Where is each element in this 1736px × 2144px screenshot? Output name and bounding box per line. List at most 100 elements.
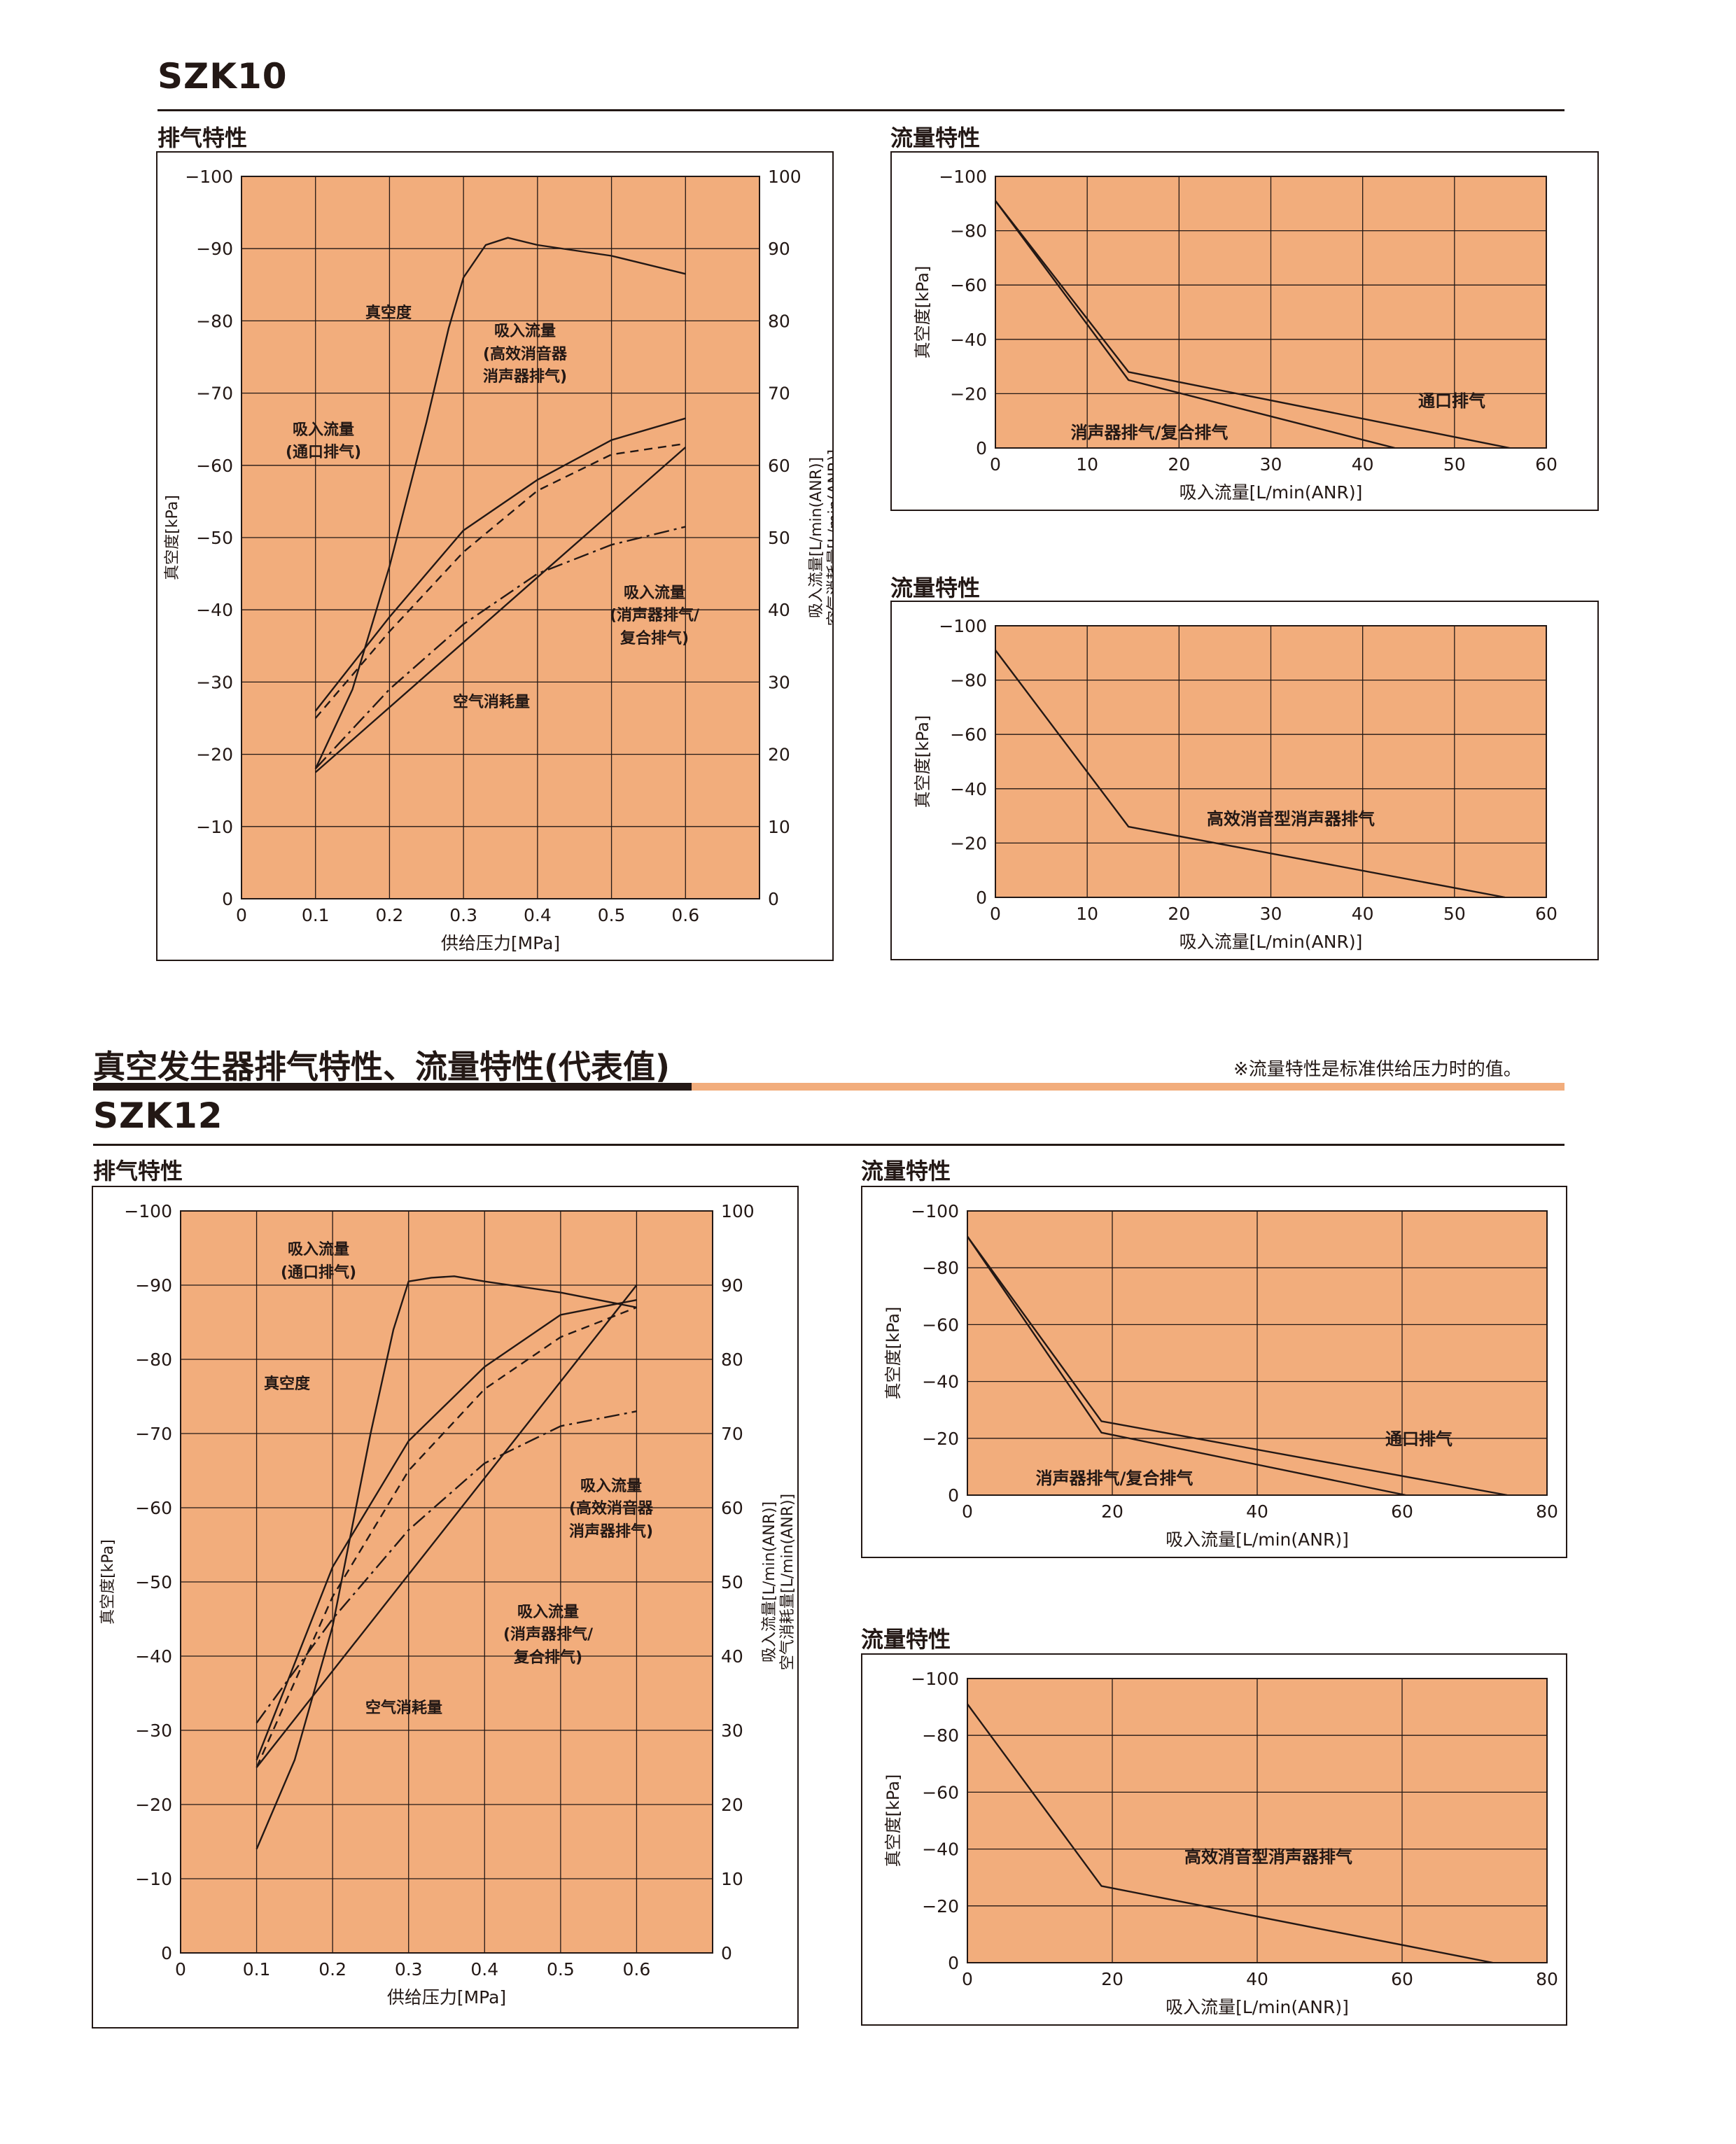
x-tick-label: 0.5 [598, 905, 626, 925]
y-right-tick-label: 30 [721, 1721, 743, 1741]
series-line [314, 526, 686, 770]
section-title: 真空发生器排气特性、流量特性(代表值) [93, 1048, 671, 1086]
y-axis-title: 真空度[kPa] [913, 715, 932, 808]
annotation-label: 空气消耗量 [453, 693, 530, 711]
x-tick-label: 20 [1101, 1501, 1124, 1522]
x-tick-label: 20 [1168, 454, 1190, 475]
annotation-label: 吸入流量 [517, 1603, 579, 1621]
y-right-tick-label: 60 [768, 456, 790, 476]
y-tick-label: −40 [922, 1372, 959, 1392]
x-tick-label: 10 [1076, 904, 1098, 924]
y-tick-label: 0 [948, 1485, 959, 1506]
x-axis-title: 吸入流量[L/min(ANR)] [1166, 1997, 1349, 2017]
annotation-label: 通口排气 [1418, 391, 1485, 411]
y-tick-label: −60 [922, 1782, 959, 1802]
y-right-tick-label: 40 [768, 600, 790, 620]
annotation-label: 吸入流量 [580, 1477, 642, 1495]
szk10-flow-chart-b: 0 10 20 30 40 50 60 0 −20 −40 −60 −80 −100 吸入流量[L/min… [890, 601, 1599, 960]
y-right-axis-title: 吸入流量[L/min(ANR)] [761, 1501, 778, 1662]
x-axis-title: 吸入流量[L/min(ANR)] [1180, 932, 1363, 952]
y-tick-label: −40 [135, 1646, 172, 1667]
series-line [995, 200, 1395, 449]
szk10-exhaust-chart: 0 0.1 0.2 0.3 0.4 0.5 0.6 0 −10 −20 −30 −40 −50 −60 −7… [156, 151, 834, 961]
szk12-flow-chart-a: 0 20 40 60 80 0 −20 −40 −60 −80 −100 吸入流量[L/min(ANR… [861, 1186, 1567, 1558]
x-tick-label: 80 [1536, 1501, 1558, 1522]
szk12-flow-title-1: 流量特性 [861, 1158, 951, 1184]
annotation-label: 真空度 [264, 1375, 311, 1393]
y-tick-label: −100 [124, 1201, 172, 1221]
annotation-label: 高效消音型消声器排气 [1207, 809, 1375, 829]
x-axis-title: 供给压力[MPa] [441, 933, 560, 953]
x-tick-label: 0 [990, 904, 1001, 924]
x-tick-label: 0 [236, 905, 247, 925]
section-note: ※流量特性是标准供给压力时的值。 [1233, 1059, 1522, 1080]
y-right-tick-label: 90 [721, 1275, 743, 1296]
y-tick-label: −60 [922, 1315, 959, 1335]
y-right-tick-label: 30 [768, 672, 790, 692]
y-tick-label: −20 [950, 833, 987, 853]
x-tick-label: 80 [1536, 1969, 1558, 1989]
y-tick-label: −80 [922, 1258, 959, 1278]
y-right-tick-label: 60 [721, 1498, 743, 1518]
y-tick-label: −40 [922, 1840, 959, 1860]
y-tick-label: 0 [948, 1953, 959, 1973]
y-tick-label: −20 [922, 1896, 959, 1917]
szk10-exhaust-title: 排气特性 [158, 125, 248, 151]
y-right-tick-label: 10 [721, 1869, 743, 1889]
y-tick-label: −60 [135, 1498, 172, 1518]
y-right-tick-label: 50 [721, 1572, 743, 1592]
annotation-label: (通口排气) [286, 443, 361, 461]
y-right-tick-label: 90 [768, 239, 790, 259]
y-tick-label: −60 [196, 456, 233, 476]
szk10-flow-title-2: 流量特性 [890, 575, 981, 601]
series-line [255, 1284, 638, 1768]
y-tick-label: −50 [135, 1572, 172, 1592]
annotation-label: (高效消音器 [483, 345, 568, 363]
szk10-flow-a-svg: 0 10 20 30 40 50 60 0 −20 −40 −60 −80 −100 吸入流量[L/min… [913, 167, 1558, 503]
y-axis-title: 真空度[kPa] [883, 1307, 903, 1400]
szk12-flow-title-2: 流量特性 [861, 1626, 951, 1653]
y-right-tick-label: 0 [768, 889, 779, 909]
x-tick-label: 0.6 [671, 905, 699, 925]
annotation-label: (消声器排气/ [610, 606, 700, 624]
x-tick-label: 0 [962, 1969, 973, 1989]
y-right-tick-label: 100 [721, 1201, 755, 1221]
x-tick-label: 60 [1535, 904, 1558, 924]
x-tick-label: 0.1 [302, 905, 330, 925]
section-bar-dark [93, 1083, 692, 1091]
annotation-label: 复合排气) [513, 1648, 582, 1667]
series-line [255, 1275, 637, 1850]
x-tick-label: 0 [962, 1501, 973, 1522]
series-line [255, 1299, 637, 1760]
x-axis-title: 吸入流量[L/min(ANR)] [1166, 1529, 1349, 1550]
x-tick-label: 20 [1101, 1969, 1124, 1989]
annotation-label: 复合排气) [620, 629, 689, 647]
y-right-tick-label: 50 [768, 528, 790, 548]
y-tick-label: −90 [135, 1275, 172, 1296]
y-tick-label: −80 [196, 311, 233, 331]
series-line [995, 650, 1506, 899]
y-tick-label: −40 [950, 779, 987, 799]
annotation-label: 吸入流量 [293, 421, 354, 439]
szk10-exhaust-svg: 0 0.1 0.2 0.3 0.4 0.5 0.6 0 −10 −20 −30 −40 −50 −60 −7… [164, 167, 832, 953]
series-line [995, 200, 1510, 449]
x-tick-label: 60 [1535, 454, 1558, 475]
y-tick-label: −100 [939, 167, 987, 187]
x-tick-label: 60 [1391, 1969, 1413, 1989]
y-tick-label: −10 [196, 817, 233, 837]
series-line [967, 1235, 1406, 1497]
y-tick-label: −100 [911, 1669, 959, 1689]
series-line [314, 447, 687, 773]
x-tick-label: 0.6 [623, 1959, 651, 1980]
y-tick-label: −80 [135, 1350, 172, 1370]
annotation-label: 消声器排气/复合排气 [1036, 1469, 1194, 1488]
y-tick-label: −40 [196, 600, 233, 620]
y-right-axis-title-2: 空气消耗量[L/min(ANR)] [779, 1494, 797, 1670]
annotation-label: 吸入流量 [494, 322, 556, 340]
x-tick-label: 30 [1260, 454, 1282, 475]
szk10-title-rule [158, 109, 1564, 111]
x-tick-label: 50 [1443, 904, 1466, 924]
y-axis-title: 真空度[kPa] [164, 495, 181, 580]
y-tick-label: −20 [135, 1795, 172, 1815]
szk12-exhaust-title: 排气特性 [93, 1158, 183, 1184]
